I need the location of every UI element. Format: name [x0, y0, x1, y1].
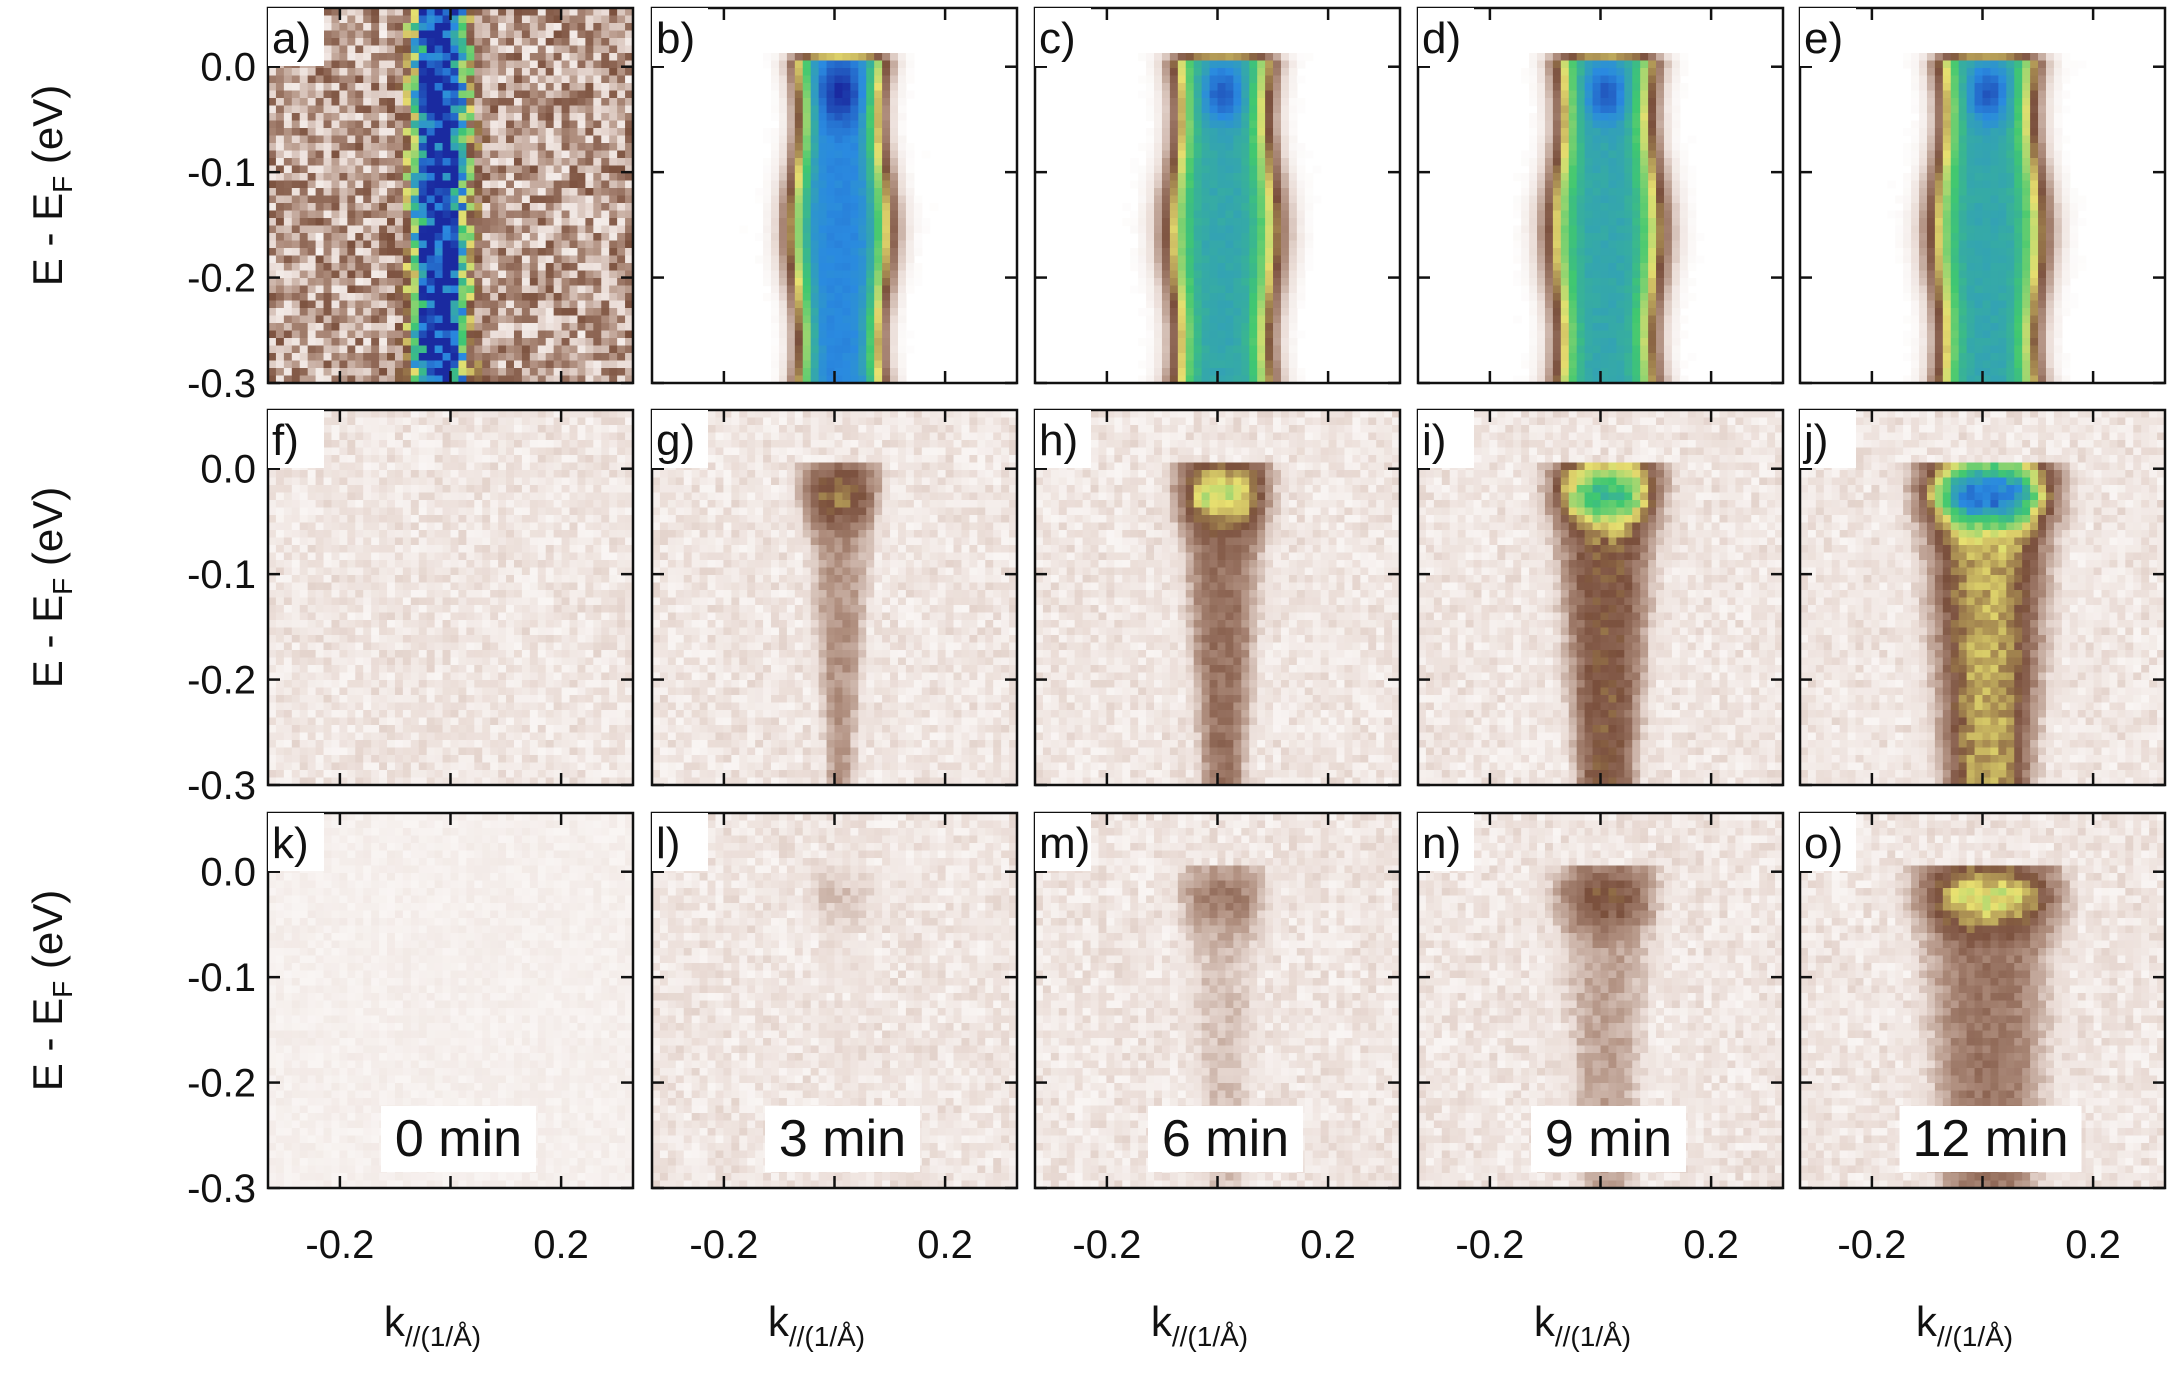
- time-label-bg: [765, 1106, 920, 1172]
- x-tick-label: 0.2: [533, 1223, 589, 1267]
- y-axis-label: E - EF (eV): [24, 85, 78, 286]
- panel-l: l) 3 min: [650, 811, 1019, 1190]
- panel-n: n) 9 min: [1416, 811, 1785, 1190]
- panel-label: e): [1804, 14, 1843, 63]
- panel-label: n): [1422, 819, 1461, 868]
- time-label: 0 min: [395, 1110, 522, 1168]
- x-tick-label: -0.2: [305, 1223, 374, 1267]
- panel-label-bg: [652, 813, 708, 871]
- y-tick-label: -0.1: [187, 151, 256, 195]
- panel-b: b): [650, 6, 1019, 385]
- panel-label: m): [1039, 819, 1090, 868]
- panel-label-bg: [652, 410, 708, 468]
- y-tick-label: -0.3: [187, 362, 256, 406]
- x-tick-label: 0.2: [1683, 1223, 1739, 1267]
- panel-label-bg: [1035, 8, 1091, 66]
- x-axis-label: k//(1/Å): [768, 1298, 865, 1352]
- y-tick-label: -0.1: [187, 553, 256, 597]
- y-axis-label: E - EF (eV): [24, 487, 78, 688]
- panel-label-bg: [1418, 813, 1474, 871]
- x-tick-label: 0.2: [917, 1223, 973, 1267]
- y-tick-label: -0.3: [187, 1167, 256, 1211]
- y-tick-label: 0.0: [200, 448, 256, 492]
- x-tick-label: -0.2: [1837, 1223, 1906, 1267]
- panel-o: o) 12 min: [1798, 811, 2167, 1190]
- panel-i: i): [1416, 408, 1785, 787]
- x-tick-label: 0.2: [1300, 1223, 1356, 1267]
- panel-g: g): [650, 408, 1019, 787]
- y-tick-label: 0.0: [200, 851, 256, 895]
- panel-label: i): [1422, 416, 1446, 465]
- panel-label-bg: [652, 8, 708, 66]
- y-tick-label: -0.2: [187, 257, 256, 301]
- panel-j: j): [1798, 408, 2167, 787]
- heatmap-a: [268, 8, 633, 383]
- panel-label-bg: [1800, 410, 1856, 468]
- panel-label-bg: [268, 8, 324, 66]
- panel-label: a): [272, 14, 311, 63]
- y-tick-label: -0.1: [187, 956, 256, 1000]
- heatmap-b: [652, 8, 1017, 383]
- panel-m: m) 6 min: [1033, 811, 1402, 1190]
- x-axis-label: k//(1/Å): [1916, 1298, 2013, 1352]
- x-tick-label: 0.2: [2065, 1223, 2121, 1267]
- x-axis-label: k//(1/Å): [1151, 1298, 1248, 1352]
- panel-label-bg: [1800, 8, 1856, 66]
- time-label: 12 min: [1912, 1110, 2068, 1168]
- y-axis-label: E - EF (eV): [24, 890, 78, 1091]
- panel-label: g): [656, 416, 695, 465]
- time-label-bg: [1899, 1106, 2082, 1172]
- panel-k: k) 0 min: [266, 811, 635, 1190]
- panel-label: f): [272, 416, 299, 465]
- panel-label: d): [1422, 14, 1461, 63]
- panel-label: j): [1802, 416, 1828, 465]
- time-label-bg: [381, 1106, 536, 1172]
- x-axis-label: k//(1/Å): [384, 1298, 481, 1352]
- time-label-bg: [1148, 1106, 1303, 1172]
- heatmap-j: [1800, 410, 2165, 785]
- panel-label: l): [656, 819, 680, 868]
- panel-label-bg: [268, 813, 324, 871]
- x-tick-label: -0.2: [1072, 1223, 1141, 1267]
- panel-label: k): [272, 819, 309, 868]
- y-tick-label: 0.0: [200, 46, 256, 90]
- panel-a: a): [266, 6, 635, 385]
- heatmap-g: [652, 410, 1017, 785]
- heatmap-h: [1035, 410, 1400, 785]
- panel-c: c): [1033, 6, 1402, 385]
- heatmap-c: [1035, 8, 1400, 383]
- panel-label: b): [656, 14, 695, 63]
- panel-h: h): [1033, 408, 1402, 787]
- panel-label-bg: [268, 410, 324, 468]
- y-tick-label: -0.3: [187, 764, 256, 808]
- panel-e: e): [1798, 6, 2167, 385]
- panel-d: d): [1416, 6, 1785, 385]
- panel-label-bg: [1418, 8, 1474, 66]
- time-label: 3 min: [779, 1110, 906, 1168]
- panel-label: o): [1804, 819, 1843, 868]
- panel-label: h): [1039, 416, 1078, 465]
- time-label: 9 min: [1545, 1110, 1672, 1168]
- x-tick-label: -0.2: [1455, 1223, 1524, 1267]
- panel-label: c): [1039, 14, 1076, 63]
- heatmap-l: [652, 813, 1017, 1188]
- panel-label-bg: [1800, 813, 1856, 871]
- panel-f: f): [266, 408, 635, 787]
- panel-label-bg: [1035, 813, 1091, 871]
- panel-label-bg: [1035, 410, 1091, 468]
- time-label-bg: [1531, 1106, 1686, 1172]
- panel-label-bg: [1418, 410, 1474, 468]
- heatmap-d: [1418, 8, 1783, 383]
- x-tick-label: -0.2: [689, 1223, 758, 1267]
- time-label: 6 min: [1162, 1110, 1289, 1168]
- heatmap-e: [1800, 8, 2165, 383]
- y-tick-label: -0.2: [187, 659, 256, 703]
- x-axis-label: k//(1/Å): [1534, 1298, 1631, 1352]
- y-tick-label: -0.2: [187, 1062, 256, 1106]
